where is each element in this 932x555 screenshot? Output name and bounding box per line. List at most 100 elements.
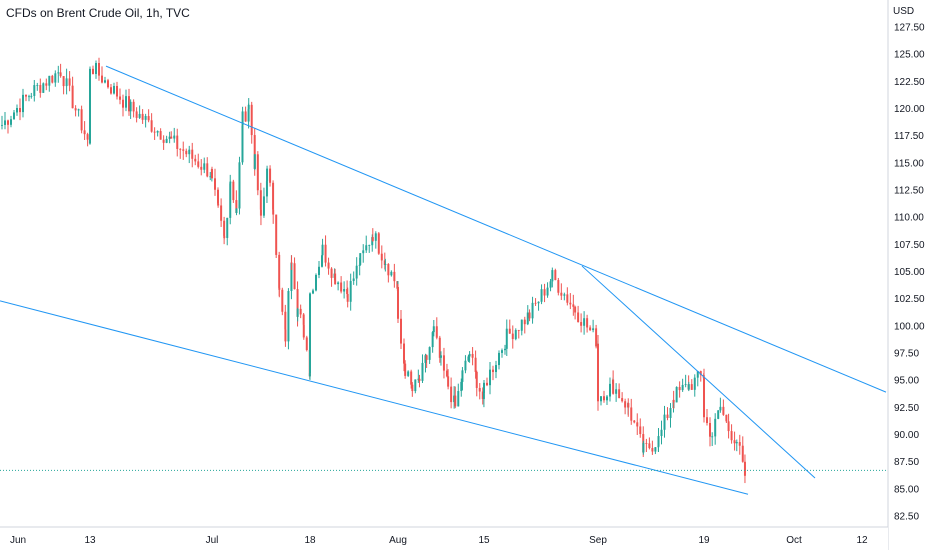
candle-body [80,109,83,131]
candle-body [540,289,543,302]
candle-body [474,357,477,372]
candle-body [431,332,434,348]
candle-body [153,131,156,133]
y-tick-label: 112.50 [894,186,924,197]
candle-body [577,312,580,323]
trendline[interactable] [105,65,887,393]
candle-body [460,381,463,392]
candle-body [717,410,720,419]
price-scale-background [888,0,932,550]
candle-body [464,360,467,371]
candle-body [10,119,12,125]
candle-body [709,423,711,437]
trendline[interactable] [581,265,816,479]
candle-body [374,233,377,241]
candle-body [238,162,241,209]
candle-body [217,203,220,206]
candle-body [334,273,337,285]
candle-body [572,304,575,307]
candle-body [302,314,305,325]
candle-body [672,399,675,403]
candle-body [492,369,494,373]
candle-body [71,85,74,109]
candle-body [421,362,424,381]
candle-body [425,355,428,360]
y-tick-label: 125.00 [894,50,925,61]
candle-body [380,253,383,261]
candle-body [349,280,352,302]
candle-body [226,217,229,238]
candle-body [241,111,244,126]
candle-body [738,442,741,446]
x-tick-label: 19 [698,535,710,546]
y-tick-label: 117.50 [894,131,924,142]
candle-body [735,442,738,444]
candle-body [589,327,592,331]
candle-body [74,108,77,111]
x-axis-ticks[interactable]: Jun 13 Jul 18 Aug 15 Sep 19 Oct 12 [10,535,868,546]
candle-body [185,150,188,155]
candle-body [340,282,343,292]
candle-body [743,461,746,476]
y-tick-label: 102.50 [894,294,925,305]
candle-body [600,396,602,402]
candle-body [4,120,6,125]
candle-body [129,101,132,112]
candle-body [483,382,485,394]
candle-body [98,63,100,76]
candle-body [159,131,162,140]
candle-body [62,76,65,87]
candle-body [403,343,405,364]
x-tick-label: Jun [10,535,26,546]
candle-body [722,406,725,415]
candle-body [296,308,299,317]
candle-body [92,68,94,74]
candle-body [526,312,529,325]
candle-body [719,406,722,411]
candle-body [209,176,212,178]
x-tick-label: Aug [389,535,407,546]
candle-body [703,377,705,418]
trendline[interactable] [0,300,749,495]
candle-body [315,274,317,291]
candle-body [660,429,663,437]
candle-body [7,120,9,125]
candle-body [352,278,355,281]
candle-body [188,149,191,155]
candle-body [30,95,33,97]
candle-body [432,326,435,333]
candle-body [636,422,639,427]
y-tick-label: 95.00 [894,376,919,387]
candle-body [410,371,413,385]
y-axis-ticks[interactable]: 127.50 125.00 122.50 120.00 117.50 115.00 112.… [894,23,925,523]
candle-body [397,287,399,319]
candle-body [580,322,583,326]
candle-body [498,352,500,366]
candle-body [259,190,262,210]
candle-body [651,448,654,452]
candle-body [583,318,586,326]
candle-body [244,111,247,122]
candle-body [235,200,238,213]
candle-body [318,266,320,275]
candle-body [346,293,349,302]
candle-body [1,124,3,126]
candle-body [537,301,540,304]
candle-body [290,262,293,264]
candle-body [569,302,572,305]
candles-layer [1,57,746,484]
y-tick-label: 87.50 [894,457,919,468]
candle-body [371,237,374,246]
candle-body [400,318,402,344]
candle-body [741,445,744,462]
candle-body [168,136,171,139]
candle-body [278,254,281,288]
candle-body [396,281,399,289]
candle-body [86,134,89,140]
candle-body [324,244,327,263]
candle-body [438,337,441,358]
candle-body [675,387,678,403]
candle-body [83,130,86,135]
candle-body [197,161,200,167]
